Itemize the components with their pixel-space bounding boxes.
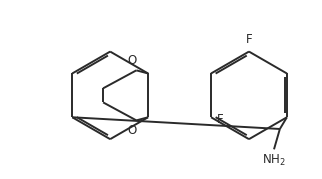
- Text: NH$_2$: NH$_2$: [262, 153, 286, 168]
- Text: O: O: [128, 124, 137, 137]
- Text: F: F: [246, 33, 252, 47]
- Text: O: O: [128, 54, 137, 67]
- Text: F: F: [217, 113, 223, 126]
